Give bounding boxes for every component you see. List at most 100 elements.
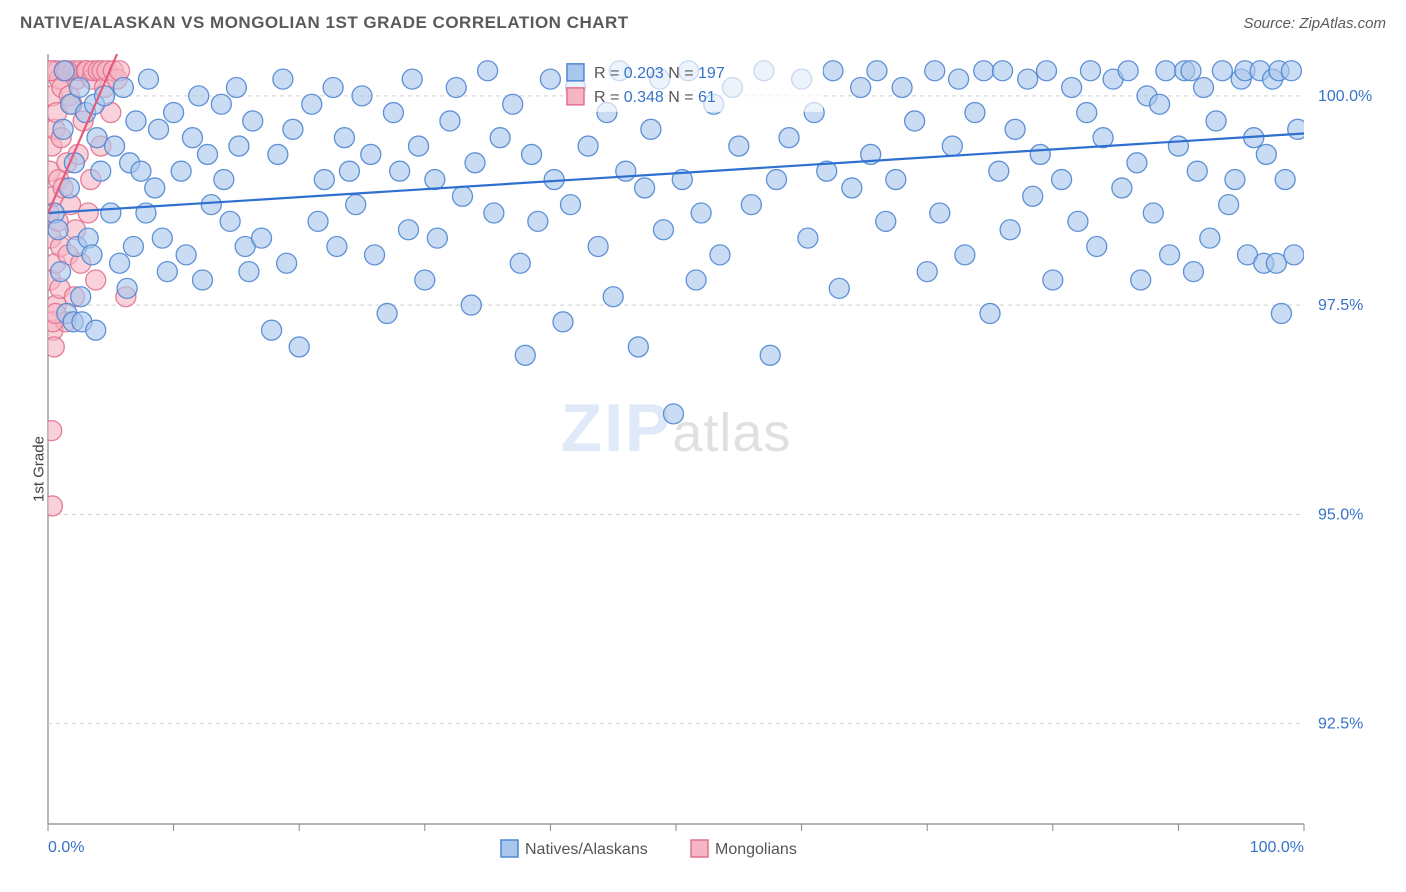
data-point xyxy=(427,228,447,248)
data-point xyxy=(415,270,435,290)
data-point xyxy=(105,136,125,156)
data-point xyxy=(522,144,542,164)
y-tick-label: 95.0% xyxy=(1318,506,1363,523)
data-point xyxy=(691,203,711,223)
data-point xyxy=(339,161,359,181)
data-point xyxy=(1156,61,1176,81)
data-point xyxy=(229,136,249,156)
data-point xyxy=(82,245,102,265)
data-point xyxy=(283,119,303,139)
data-point xyxy=(277,253,297,273)
data-point xyxy=(214,170,234,190)
data-point xyxy=(113,77,133,97)
data-point xyxy=(766,170,786,190)
legend-swatch xyxy=(501,840,518,857)
data-point xyxy=(1266,253,1286,273)
data-point xyxy=(628,337,648,357)
data-point xyxy=(641,119,661,139)
chart-source: Source: ZipAtlas.com xyxy=(1243,15,1386,32)
data-point xyxy=(302,94,322,114)
data-point xyxy=(1181,61,1201,81)
data-point xyxy=(1030,144,1050,164)
data-point xyxy=(54,61,74,81)
correlation-row: R = 0.348 N = 61 xyxy=(594,89,716,106)
data-point xyxy=(352,86,372,106)
data-point xyxy=(1127,153,1147,173)
data-point xyxy=(211,94,231,114)
data-point xyxy=(152,228,172,248)
data-point xyxy=(616,161,636,181)
data-point xyxy=(1062,77,1082,97)
data-point xyxy=(603,287,623,307)
data-point xyxy=(663,404,683,424)
chart-title: NATIVE/ALASKAN VS MONGOLIAN 1ST GRADE CO… xyxy=(20,13,629,33)
data-point xyxy=(1275,170,1295,190)
data-point xyxy=(383,103,403,123)
data-point xyxy=(779,128,799,148)
data-point xyxy=(398,220,418,240)
data-point xyxy=(87,128,107,148)
data-point xyxy=(110,253,130,273)
data-point xyxy=(930,203,950,223)
data-point xyxy=(515,345,535,365)
data-point xyxy=(876,211,896,231)
data-point xyxy=(1143,203,1163,223)
data-point xyxy=(635,178,655,198)
data-point xyxy=(1077,103,1097,123)
data-point xyxy=(157,262,177,282)
data-point xyxy=(528,211,548,231)
data-point xyxy=(189,86,209,106)
legend-label: Natives/Alaskans xyxy=(525,841,648,858)
data-point xyxy=(1225,170,1245,190)
series-blue xyxy=(44,61,1307,424)
data-point xyxy=(289,337,309,357)
data-point xyxy=(334,128,354,148)
data-point xyxy=(1118,61,1138,81)
y-axis-label: 1st Grade xyxy=(30,436,47,502)
data-point xyxy=(886,170,906,190)
data-point xyxy=(402,69,422,89)
data-point xyxy=(560,195,580,215)
data-point xyxy=(176,245,196,265)
data-point xyxy=(268,144,288,164)
data-point xyxy=(182,128,202,148)
data-point xyxy=(461,295,481,315)
data-point xyxy=(86,320,106,340)
data-point xyxy=(425,170,445,190)
data-point xyxy=(710,245,730,265)
data-point xyxy=(1284,245,1304,265)
data-point xyxy=(440,111,460,131)
data-point xyxy=(101,203,121,223)
data-point xyxy=(323,77,343,97)
data-point xyxy=(86,270,106,290)
data-point xyxy=(123,237,143,257)
data-point xyxy=(1271,303,1291,323)
data-point xyxy=(1000,220,1020,240)
correlation-row: R = 0.203 N = 197 xyxy=(594,65,725,82)
scatter-chart: 92.5%95.0%97.5%100.0%ZIPatlasR = 0.203 N… xyxy=(0,46,1406,892)
correlation-legend: R = 0.203 N = 197 R = 0.348 N = 61 xyxy=(563,58,823,112)
data-point xyxy=(252,228,272,248)
data-point xyxy=(942,136,962,156)
legend-swatch xyxy=(691,840,708,857)
data-point xyxy=(365,245,385,265)
data-point xyxy=(578,136,598,156)
data-point xyxy=(1080,61,1100,81)
data-point xyxy=(1043,270,1063,290)
x-axis-max-label: 100.0% xyxy=(1250,839,1304,856)
data-point xyxy=(1052,170,1072,190)
data-point xyxy=(829,278,849,298)
x-axis-min-label: 0.0% xyxy=(48,839,84,856)
data-point xyxy=(686,270,706,290)
data-point xyxy=(78,203,98,223)
data-point xyxy=(1037,61,1057,81)
data-point xyxy=(327,237,347,257)
data-point xyxy=(1023,186,1043,206)
data-point xyxy=(1183,262,1203,282)
data-point xyxy=(126,111,146,131)
data-point xyxy=(1068,211,1088,231)
data-point xyxy=(1194,77,1214,97)
chart-area: 1st Grade 92.5%95.0%97.5%100.0%ZIPatlasR… xyxy=(0,46,1406,892)
data-point xyxy=(917,262,937,282)
data-point xyxy=(164,103,184,123)
